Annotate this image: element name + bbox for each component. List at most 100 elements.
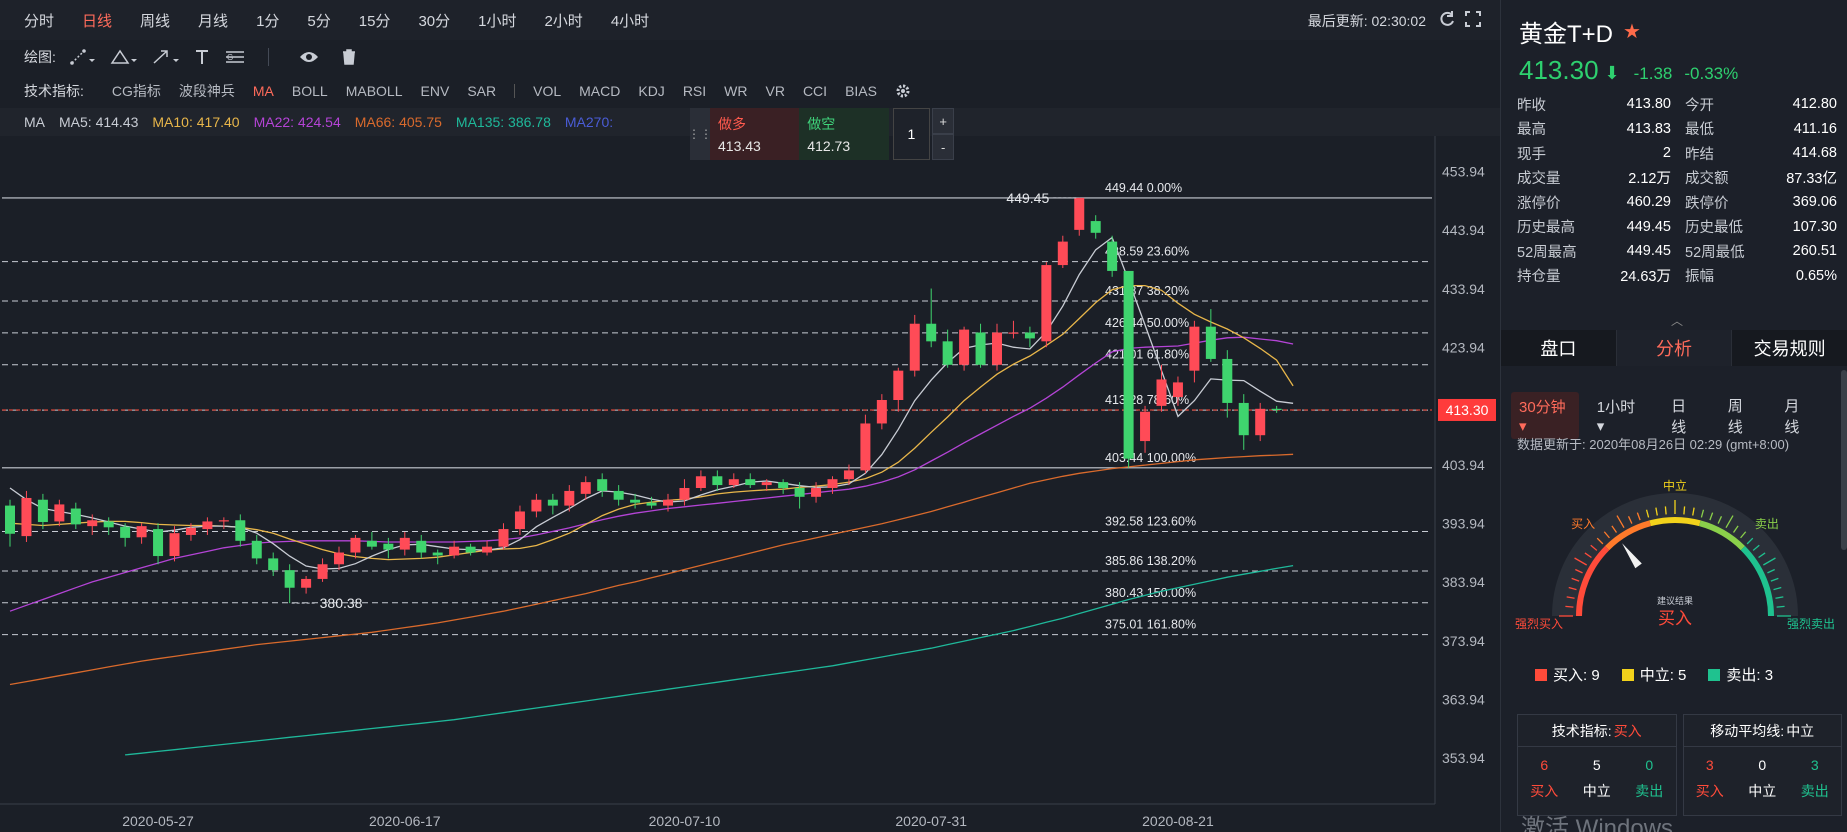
candle[interactable] [366, 532, 377, 550]
timeframe-2[interactable]: 日线 [82, 12, 113, 30]
period-5[interactable]: 月线 [1784, 397, 1800, 436]
candle[interactable] [235, 514, 246, 547]
candle[interactable] [1238, 394, 1249, 450]
panel-scrollbar[interactable] [1841, 370, 1847, 550]
candle[interactable] [284, 564, 295, 604]
collapse-caret-icon[interactable]: ︿ [1671, 314, 1684, 328]
candle[interactable] [1024, 326, 1035, 348]
candle[interactable] [268, 552, 279, 576]
indicator-macd[interactable]: MACD [579, 83, 621, 99]
candle[interactable] [251, 534, 262, 565]
buy-long-button[interactable]: 做多 413.43 [710, 108, 800, 160]
indicator-rsi[interactable]: RSI [682, 83, 707, 99]
triangle-tool-icon[interactable] [110, 49, 138, 65]
candle[interactable] [1008, 320, 1019, 339]
candle[interactable] [1074, 197, 1085, 236]
candle[interactable] [350, 534, 361, 559]
candle[interactable] [399, 532, 410, 556]
candle[interactable] [514, 505, 525, 535]
candle[interactable] [1156, 364, 1167, 412]
candle[interactable] [334, 546, 344, 571]
candle[interactable] [21, 490, 32, 542]
candle[interactable] [1222, 350, 1233, 418]
candle[interactable] [1090, 215, 1101, 239]
settings-gear-icon[interactable] [895, 83, 911, 99]
drag-handle-icon[interactable]: ⋮⋮ [688, 108, 712, 160]
indicator-ma[interactable]: MA [252, 83, 274, 99]
timeframe-5[interactable]: 1分 [256, 12, 280, 30]
indicator-波段神兵[interactable]: 波段神兵 [178, 83, 235, 99]
timeframe-3[interactable]: 周线 [140, 12, 171, 30]
arrow-tool-icon[interactable] [152, 49, 180, 65]
candle[interactable] [597, 473, 608, 497]
candle[interactable] [975, 323, 986, 368]
candle[interactable] [564, 485, 575, 512]
candle[interactable] [843, 464, 854, 486]
candle[interactable] [1057, 235, 1068, 268]
candle[interactable] [432, 549, 443, 565]
candle[interactable] [5, 499, 15, 547]
timeframe-6[interactable]: 5分 [307, 12, 331, 30]
timeframe-4[interactable]: 月线 [198, 12, 229, 30]
qty-minus-button[interactable]: - [932, 134, 954, 160]
period-4[interactable]: 周线 [1727, 397, 1743, 436]
candle[interactable] [54, 499, 65, 527]
candle[interactable] [202, 517, 213, 535]
candle[interactable] [728, 473, 739, 488]
indicator-maboll[interactable]: MABOLL [345, 83, 403, 99]
line-tool-icon[interactable] [70, 49, 96, 65]
candle[interactable] [778, 479, 789, 494]
candle[interactable] [761, 479, 772, 491]
timeframe-1[interactable]: 分时 [24, 12, 55, 30]
candle[interactable] [712, 470, 723, 491]
candle[interactable] [1255, 402, 1266, 442]
candle[interactable] [37, 493, 48, 530]
candle[interactable] [860, 414, 871, 474]
candle[interactable] [580, 476, 591, 500]
candle[interactable] [301, 576, 312, 594]
period-1[interactable]: 30分钟 ▾ [1511, 392, 1579, 439]
candle[interactable] [87, 514, 98, 535]
candle[interactable] [70, 502, 81, 530]
candle[interactable] [893, 367, 904, 412]
candle[interactable] [745, 473, 756, 488]
favorite-star-icon[interactable]: ★ [1623, 21, 1641, 43]
candlestick-chart[interactable]: 453.94443.94433.94423.94413.94403.94393.… [0, 136, 1500, 832]
candle[interactable] [1107, 235, 1118, 277]
period-2[interactable]: 1小时 ▾ [1596, 399, 1636, 435]
quantity-input[interactable]: 1 [892, 108, 931, 160]
sell-short-button[interactable]: 做空 412.73 [799, 108, 889, 160]
visibility-eye-icon[interactable] [299, 50, 319, 64]
candle[interactable] [531, 493, 542, 518]
timeframe-7[interactable]: 15分 [358, 12, 391, 30]
qty-plus-button[interactable]: + [932, 108, 954, 134]
timeframe-8[interactable]: 30分 [418, 12, 451, 30]
candle[interactable] [185, 523, 196, 541]
text-tool-icon[interactable] [194, 49, 210, 65]
candle[interactable] [876, 394, 887, 430]
candle[interactable] [811, 482, 822, 503]
candle[interactable] [383, 537, 394, 559]
candle[interactable] [613, 485, 624, 506]
indicator-vr[interactable]: VR [765, 83, 785, 99]
indicator-kdj[interactable]: KDJ [638, 83, 665, 99]
candle[interactable] [1172, 376, 1183, 406]
candle[interactable] [926, 288, 937, 348]
indicator-env[interactable]: ENV [420, 83, 450, 99]
candle[interactable] [498, 523, 509, 550]
indicator-vol[interactable]: VOL [533, 83, 562, 99]
indicator-boll[interactable]: BOLL [291, 83, 328, 99]
candle[interactable] [120, 523, 131, 547]
trash-icon[interactable] [341, 49, 357, 65]
candle[interactable] [942, 329, 953, 368]
candle[interactable] [646, 496, 657, 509]
candle[interactable] [169, 526, 180, 562]
tab-1[interactable]: 盘口 [1501, 330, 1617, 366]
timeframe-11[interactable]: 4小时 [610, 12, 650, 30]
candle[interactable] [695, 470, 706, 491]
candle[interactable] [992, 323, 1002, 371]
candle[interactable] [794, 482, 805, 509]
candle[interactable] [1271, 405, 1282, 413]
candle[interactable] [317, 558, 328, 582]
candle[interactable] [218, 517, 229, 530]
